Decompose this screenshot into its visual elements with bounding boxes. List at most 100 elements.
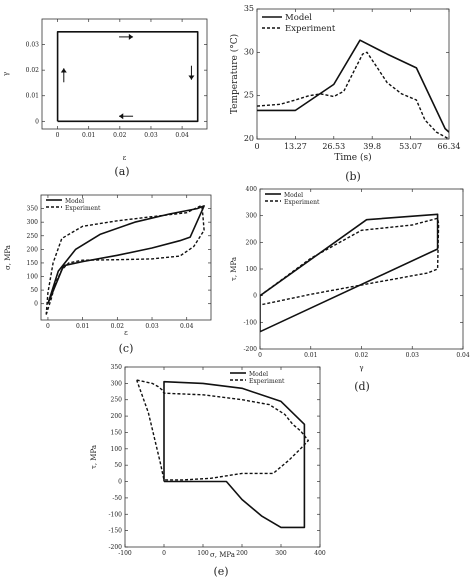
x-tick-label: 0.02 — [111, 323, 125, 330]
legend-label-experiment: Experiment — [285, 24, 336, 34]
series-model-line — [257, 39, 449, 133]
x-tick-label: 0.04 — [456, 352, 470, 359]
y-tick-label: 150 — [111, 429, 123, 436]
y-tick-label: 0.01 — [26, 93, 39, 100]
x-tick-label: 53.07 — [399, 142, 422, 151]
x-tick-label: 0.04 — [180, 323, 194, 330]
y-axis-label: Temperature (°C) — [229, 34, 240, 114]
arrow-head-left — [119, 113, 124, 120]
x-axis-label: γ — [359, 364, 363, 372]
y-tick-label: 25 — [244, 91, 254, 100]
y-tick-label: 200 — [27, 246, 39, 253]
y-tick-label: 50 — [114, 462, 122, 469]
x-tick-label: 0 — [56, 132, 60, 139]
x-tick-label: 0.01 — [76, 323, 89, 330]
series-experiment-line — [260, 217, 440, 306]
y-tick-label: 150 — [27, 260, 39, 267]
y-tick-label: 250 — [27, 233, 39, 240]
y-axis-label: τ, MPa — [90, 445, 98, 469]
y-tick-label: 0 — [253, 293, 257, 300]
y-tick-label: 50 — [30, 287, 38, 294]
x-tick-label: 0.01 — [304, 352, 317, 359]
y-tick-label: -200 — [244, 346, 258, 353]
legend-label-model: Model — [284, 192, 303, 199]
y-tick-label: 20 — [244, 134, 254, 143]
x-tick-label: 400 — [314, 550, 326, 557]
y-tick-label: 200 — [246, 239, 258, 246]
x-tick-label: 0 — [162, 550, 166, 557]
x-tick-label: 0.02 — [355, 352, 369, 359]
panel-c-stress-strain-plot: 0 0.01 0.02 0.03 0.04 0 50 100 150 200 250 300 350 ε σ… — [4, 194, 212, 355]
x-tick-label: 13.27 — [284, 142, 307, 151]
panel-a-strain-path: 0 0.01 0.02 0.03 0.04 0 0.01 0.02 0.03 ε γ (a) — [2, 18, 208, 178]
x-axis-label: Time (s) — [334, 152, 371, 163]
legend-label-experiment: Experiment — [249, 378, 285, 385]
plot-frame — [41, 18, 208, 130]
plot-frame — [256, 8, 450, 140]
y-tick-label: 35 — [244, 4, 254, 13]
y-tick-label: 0 — [35, 118, 39, 125]
panel-caption: (e) — [213, 565, 228, 578]
y-tick-label: 300 — [246, 213, 258, 220]
y-tick-label: -150 — [109, 528, 123, 535]
arrow-head-down — [188, 75, 195, 80]
x-axis-label: ε — [123, 154, 127, 162]
y-tick-label: 200 — [111, 413, 123, 420]
panel-b-temperature-plot: 0 13.27 26.53 39.8 53.07 66.34 20 25 30 35 Time (s… — [229, 4, 460, 183]
x-tick-label: 100 — [197, 550, 209, 557]
arrow-head-up — [60, 68, 67, 73]
series-line-0 — [56, 30, 199, 123]
y-tick-label: -200 — [109, 544, 123, 551]
x-tick-label: 0.03 — [145, 323, 159, 330]
y-tick-label: 0 — [34, 301, 38, 308]
legend-label-model: Model — [65, 198, 84, 205]
series-model-line — [47, 205, 205, 305]
y-tick-label: 300 — [111, 380, 123, 387]
x-tick-label: 0 — [258, 352, 262, 359]
series-experiment-line — [136, 379, 309, 481]
y-tick-label: 250 — [111, 397, 123, 404]
legend-label-model: Model — [285, 13, 312, 23]
legend-label-experiment: Experiment — [284, 199, 320, 206]
y-tick-label: 400 — [246, 186, 258, 193]
series-model-line — [163, 380, 306, 529]
panel-caption: (c) — [119, 342, 134, 355]
x-axis-label: ε — [124, 329, 128, 337]
arrow-head-right — [128, 33, 134, 40]
y-tick-label: 100 — [246, 266, 258, 273]
x-tick-label: 0.02 — [113, 132, 127, 139]
y-tick-label: 0.03 — [26, 42, 40, 49]
panel-d-shear-stress-strain-plot: 0 0.01 0.02 0.03 0.04 -200 -100 0 100 200 300 400 γ τ… — [230, 186, 470, 393]
x-tick-label: 300 — [275, 550, 287, 557]
y-axis-label: γ — [2, 72, 10, 76]
legend-label-experiment: Experiment — [65, 205, 101, 212]
plot-frame — [40, 194, 212, 321]
x-tick-label: 26.53 — [322, 142, 345, 151]
y-tick-label: -50 — [112, 495, 122, 502]
legend-label-model: Model — [249, 371, 268, 378]
panel-caption: (a) — [114, 165, 129, 178]
x-tick-label: 200 — [236, 550, 248, 557]
panel-e-shear-vs-axial-stress-plot: -100 0 100 200 300 400 -200 -150 -100 -50 0 50 100 15… — [90, 364, 326, 578]
x-tick-label: -100 — [118, 550, 132, 557]
plot-frame — [124, 366, 321, 548]
y-tick-label: 30 — [244, 47, 254, 56]
y-tick-label: -100 — [109, 511, 123, 518]
series-experiment-line — [257, 51, 449, 139]
panel-caption: (b) — [345, 170, 361, 183]
series-model-line — [260, 213, 439, 333]
x-tick-label: 0.03 — [406, 352, 420, 359]
y-tick-label: 350 — [27, 206, 39, 213]
x-axis-label: σ, MPa — [210, 551, 235, 559]
y-tick-label: 100 — [27, 274, 39, 281]
y-tick-label: 0 — [118, 479, 122, 486]
y-tick-label: 0.02 — [26, 67, 40, 74]
x-tick-label: 0.03 — [144, 132, 158, 139]
y-axis-label: τ, MPa — [230, 257, 238, 281]
y-tick-label: -100 — [244, 319, 258, 326]
y-axis-label: σ, MPa — [4, 245, 12, 270]
x-tick-label: 39.8 — [363, 142, 381, 151]
x-tick-label: 0 — [254, 142, 259, 151]
